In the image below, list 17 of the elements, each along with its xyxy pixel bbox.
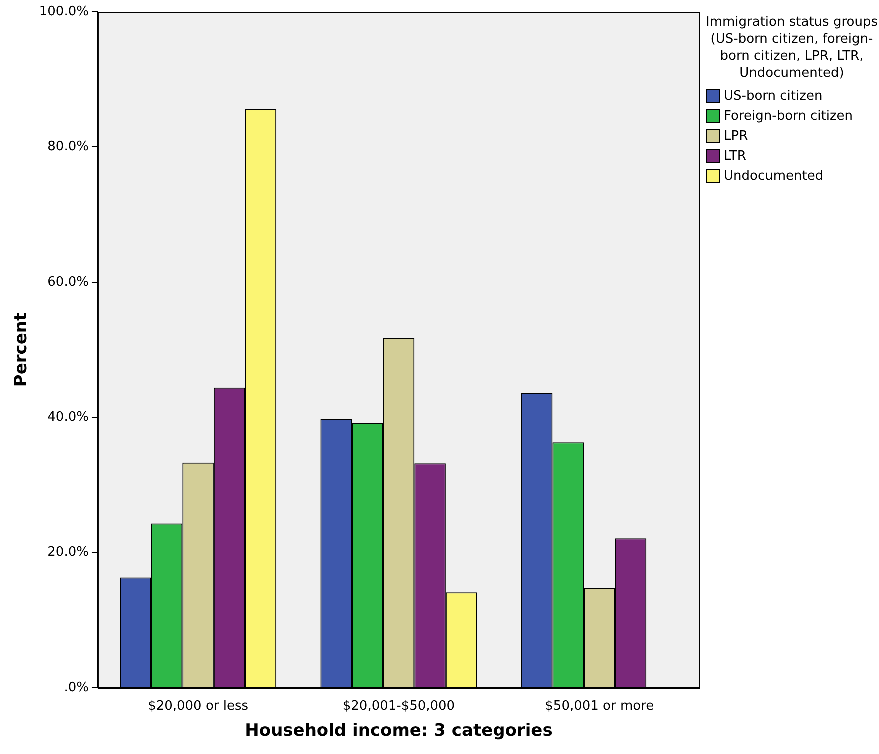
x-tick-label: $20,001-$50,000 xyxy=(342,699,456,714)
y-axis-title: Percent xyxy=(12,312,32,388)
y-tick-label: 60.0% xyxy=(48,274,89,290)
y-tick-label: 100.0% xyxy=(39,4,89,20)
legend-label: Foreign-born citizen xyxy=(724,108,854,124)
x-tick-label: $50,001 or more xyxy=(545,699,654,714)
legend-title: Immigration status groups (US-born citizen, foreign-born citizen, LPR, LTR, Undocumented) xyxy=(706,14,878,82)
legend-label: LPR xyxy=(724,128,748,144)
legend-label: LTR xyxy=(724,148,746,164)
legend-label: Undocumented xyxy=(724,168,824,184)
x-axis-title: Household income: 3 categories xyxy=(245,721,553,742)
y-tick-label: 20.0% xyxy=(48,545,89,560)
legend-label: US-born citizen xyxy=(724,88,823,104)
y-tick-label: .0% xyxy=(64,680,89,696)
y-tick-label: 80.0% xyxy=(48,140,89,155)
y-tick-label: 40.0% xyxy=(48,410,89,425)
x-tick-label: $20,000 or less xyxy=(148,699,249,714)
